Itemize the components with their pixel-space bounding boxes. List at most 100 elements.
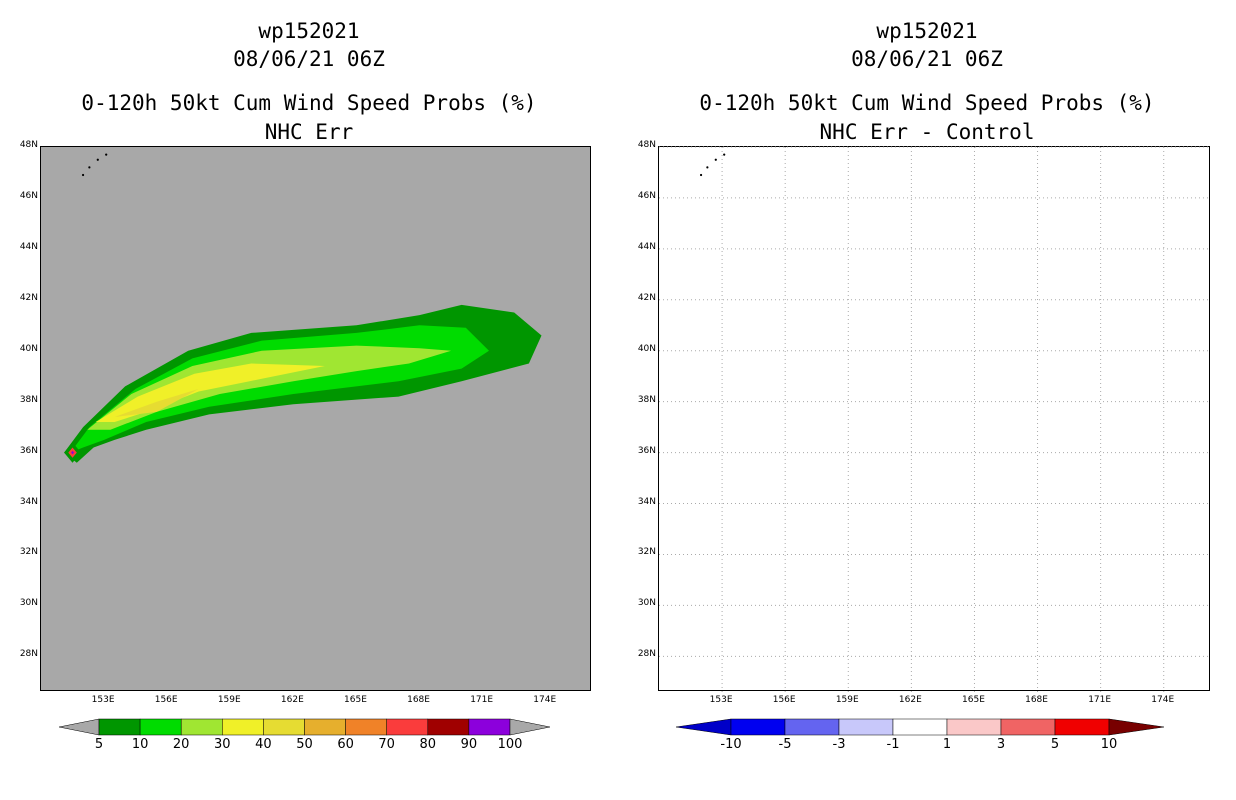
colorbar-label: 90 — [460, 737, 478, 752]
colorbar-end-high — [1108, 718, 1165, 736]
lon-tick-label: 174E — [533, 695, 557, 705]
lat-tick-label: 30N — [637, 598, 656, 609]
island-mark — [88, 166, 91, 169]
colorbar-end-low — [58, 718, 100, 736]
colorbar-swatch — [784, 718, 840, 736]
colorbar-label: 1 — [942, 737, 952, 752]
colorbar-label: 30 — [214, 737, 231, 752]
colorbar-swatch — [1000, 718, 1056, 736]
colorbar-swatch — [1054, 718, 1110, 736]
colorbar-swatch — [139, 718, 182, 736]
contour-marker-core — [71, 450, 74, 455]
colorbar-label: 5 — [94, 737, 104, 752]
colorbar-swatch — [386, 718, 429, 736]
island-mark — [105, 153, 108, 156]
lon-tick-label: 168E — [1025, 695, 1048, 705]
colorbar-swatch — [427, 718, 470, 736]
colorbar-swatch — [304, 718, 346, 736]
island-mark — [714, 158, 717, 161]
colorbar-label: 10 — [131, 737, 149, 752]
lon-tick-label: 171E — [1088, 695, 1112, 705]
lat-tick-label: 38N — [637, 394, 656, 405]
colorbar-swatch — [946, 718, 1002, 736]
lat-tick-label: 28N — [637, 649, 656, 660]
plot-svg — [659, 146, 1210, 692]
contour-40-50 — [114, 388, 199, 417]
colorbar-swatch — [345, 718, 387, 736]
lon-tick-label: 162E — [280, 695, 304, 705]
colorbar-end-low — [675, 718, 732, 736]
colorbar-swatch — [263, 718, 305, 736]
lon-tick-label: 153E — [91, 695, 115, 705]
colorbar-swatch — [838, 718, 894, 736]
lon-tick-label: 156E — [772, 695, 796, 705]
colorbar-label: 80 — [419, 737, 437, 752]
lon-tick-label: 171E — [470, 695, 494, 705]
colorbar-label: 3 — [996, 737, 1006, 752]
lon-tick-label: 159E — [835, 695, 859, 705]
colorbar-swatch — [892, 718, 948, 736]
colorbar-label: -3 — [832, 737, 846, 752]
right-chart-subtitle: NHC Err - Control — [819, 120, 1035, 144]
colorbar-swatch — [180, 718, 223, 736]
lat-tick-label: 30N — [19, 598, 38, 609]
colorbar-swatch — [468, 718, 511, 736]
lon-tick-label: 168E — [407, 695, 430, 705]
colorbar-label: 5 — [1050, 737, 1060, 752]
lat-tick-label: 46N — [637, 190, 656, 201]
island-mark — [706, 166, 709, 169]
left-plot-area — [40, 146, 591, 691]
lat-tick-label: 44N — [637, 241, 656, 252]
left-storm-id: wp152021 — [258, 19, 360, 43]
lat-tick-label: 42N — [637, 292, 656, 303]
colorbar-swatch — [730, 718, 786, 736]
lon-tick-label: 159E — [217, 695, 241, 705]
colorbar-label: -5 — [778, 737, 792, 752]
island-mark — [723, 153, 726, 156]
colorbar-label: -1 — [886, 737, 900, 752]
contour-20-30 — [87, 345, 452, 430]
island-mark — [81, 173, 85, 177]
colorbar-label: 40 — [255, 737, 272, 752]
lat-tick-label: 38N — [19, 394, 38, 405]
colorbar-label: 50 — [296, 737, 313, 752]
lon-tick-label: 165E — [962, 695, 985, 705]
lat-tick-label: 42N — [19, 292, 38, 303]
lat-tick-label: 44N — [19, 241, 38, 252]
lat-tick-label: 46N — [19, 190, 38, 201]
lat-tick-label: 48N — [19, 140, 38, 150]
left-chart-title: 0-120h 50kt Cum Wind Speed Probs (%) — [81, 91, 537, 115]
lat-tick-label: 34N — [637, 496, 656, 507]
lat-tick-label: 32N — [19, 547, 38, 558]
colorbar-label: 60 — [337, 737, 354, 752]
left-chart-subtitle: NHC Err — [264, 120, 354, 144]
colorbar-label: 10 — [1100, 737, 1118, 752]
colorbar-label: -10 — [720, 737, 742, 752]
right-panel: wp152021 08/06/21 06Z 0-120h 50kt Cum Wi… — [618, 0, 1236, 800]
lat-tick-label: 36N — [19, 445, 38, 456]
colorbar-label: 20 — [172, 737, 190, 752]
lon-tick-label: 153E — [709, 695, 733, 705]
lat-tick-label: 36N — [637, 445, 656, 456]
right-chart-title: 0-120h 50kt Cum Wind Speed Probs (%) — [699, 91, 1155, 115]
colorbar-end-high — [509, 718, 551, 736]
colorbar-svg — [58, 718, 551, 736]
right-datetime: 08/06/21 06Z — [851, 47, 1003, 71]
lat-tick-label: 48N — [637, 140, 656, 150]
right-storm-id: wp152021 — [876, 19, 978, 43]
island-mark — [699, 173, 703, 177]
island-mark — [96, 158, 99, 161]
colorbar-swatch — [222, 718, 264, 736]
plot-svg — [64, 153, 542, 463]
left-datetime: 08/06/21 06Z — [233, 47, 385, 71]
left-panel: wp152021 08/06/21 06Z 0-120h 50kt Cum Wi… — [19, 19, 591, 752]
right-plot-area — [658, 146, 1210, 692]
lat-tick-label: 40N — [19, 343, 38, 354]
lat-tick-label: 32N — [637, 547, 656, 558]
lon-tick-label: 174E — [1151, 695, 1175, 705]
colorbar-swatch — [98, 718, 141, 736]
lon-tick-label: 162E — [898, 695, 922, 705]
lat-tick-label: 40N — [637, 343, 656, 354]
colorbar-label: 100 — [497, 737, 523, 752]
lat-tick-label: 34N — [19, 496, 38, 507]
